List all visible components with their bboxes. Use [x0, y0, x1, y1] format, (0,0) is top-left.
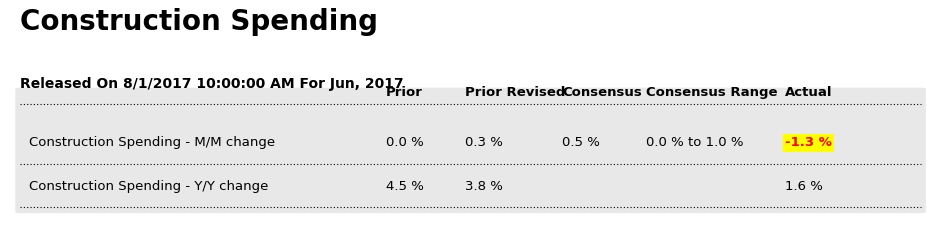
- Text: Construction Spending - Y/Y change: Construction Spending - Y/Y change: [29, 180, 269, 193]
- Text: Released On 8/1/2017 10:00:00 AM For Jun, 2017: Released On 8/1/2017 10:00:00 AM For Jun…: [20, 77, 404, 91]
- Text: 1.6 %: 1.6 %: [785, 180, 823, 193]
- Text: 3.8 %: 3.8 %: [465, 180, 503, 193]
- Text: Prior Revised: Prior Revised: [465, 86, 565, 99]
- Text: 0.0 % to 1.0 %: 0.0 % to 1.0 %: [645, 137, 743, 150]
- Text: 0.3 %: 0.3 %: [465, 137, 503, 150]
- Text: Consensus Range: Consensus Range: [645, 86, 777, 99]
- Text: Construction Spending - M/M change: Construction Spending - M/M change: [29, 137, 275, 150]
- Text: Construction Spending: Construction Spending: [20, 8, 378, 36]
- Text: 4.5 %: 4.5 %: [386, 180, 424, 193]
- Text: 0.5 %: 0.5 %: [563, 137, 600, 150]
- Text: 0.0 %: 0.0 %: [386, 137, 424, 150]
- Text: Prior: Prior: [386, 86, 423, 99]
- Text: Actual: Actual: [785, 86, 832, 99]
- Text: Consensus: Consensus: [563, 86, 642, 99]
- Text: -1.3 %: -1.3 %: [785, 137, 831, 150]
- FancyBboxPatch shape: [15, 88, 926, 213]
